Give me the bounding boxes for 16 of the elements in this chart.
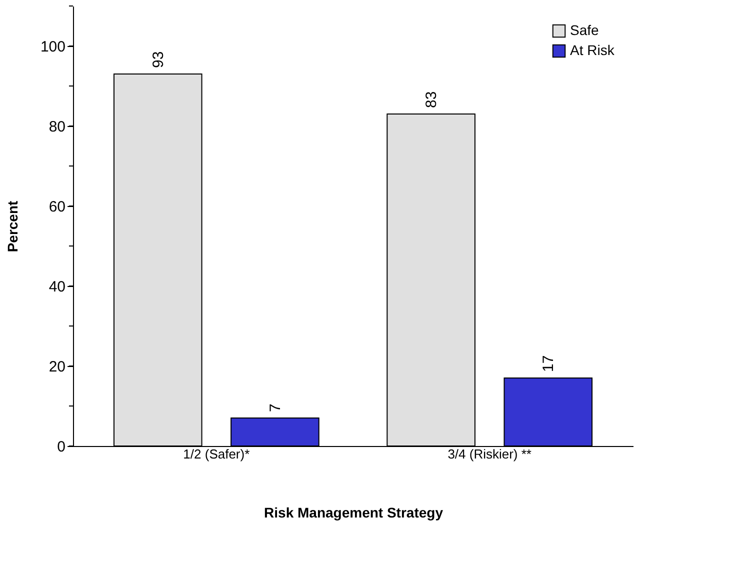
y-axis-title: Percent <box>4 200 20 252</box>
data-label: 93 <box>150 51 167 68</box>
legend-label: At Risk <box>570 42 616 58</box>
data-label: 7 <box>266 404 284 412</box>
legend-label: Safe <box>570 22 600 38</box>
x-tick-label: 1/2 (Safer)* <box>183 446 250 462</box>
data-label: 83 <box>423 91 440 108</box>
y-tick-label: 40 <box>48 278 66 296</box>
y-tick-label: 0 <box>57 438 66 456</box>
x-axis-title: Risk Management Strategy <box>264 504 444 520</box>
y-tick-label: 100 <box>40 38 66 56</box>
x-tick-label: 3/4 (Riskier) ** <box>448 446 532 462</box>
y-tick-label: 60 <box>48 198 66 216</box>
data-label: 17 <box>540 355 558 372</box>
y-tick-label: 80 <box>48 118 66 136</box>
y-tick-label: 20 <box>48 358 66 376</box>
